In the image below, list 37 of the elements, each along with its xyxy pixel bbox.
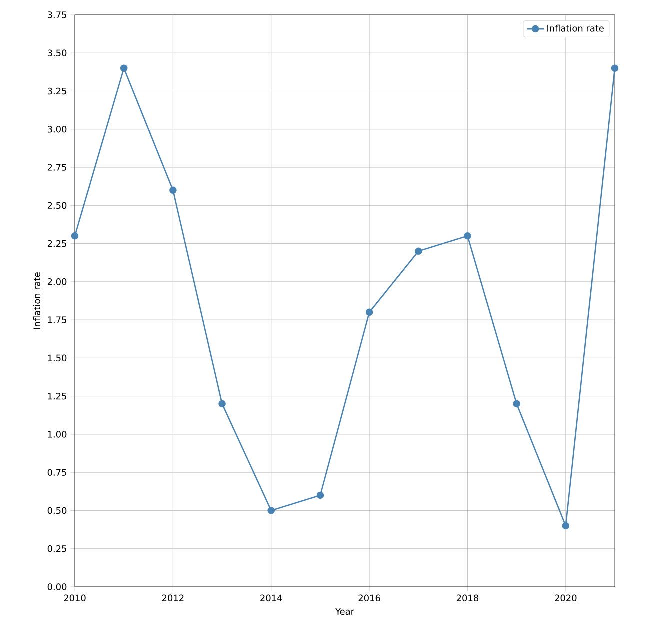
point [71,232,79,240]
y-tick-label: 2.50 [48,202,67,210]
x-tick-label: 2012 [162,594,184,602]
point [218,400,226,408]
y-tick-label: 1.00 [48,431,67,438]
x-axis-title: Year [335,608,355,616]
point [611,64,619,72]
y-tick-label: 3.75 [48,12,66,18]
y-tick-label: 0.50 [48,507,67,514]
x-tick-label: 2016 [358,594,380,602]
y-tick-label: 2.25 [48,240,66,248]
y-tick-label: 0.25 [48,545,66,552]
y-tick-label: 0.00 [48,584,67,590]
y-tick-label: 3.00 [48,126,67,133]
y-tick-label: 1.50 [48,354,67,362]
x-tick-label: 2020 [555,594,577,602]
x-tick-label: 2018 [456,594,479,602]
y-tick-label: 1.75 [48,316,66,324]
point [170,186,177,194]
y-tick-label: 0.75 [48,469,66,476]
y-tick-label: 2.00 [48,278,67,286]
y-tick-label: 2.75 [48,164,66,171]
point [268,507,276,514]
point [562,522,570,530]
point [415,248,422,256]
point [464,232,472,240]
y-axis-title: Inflation rate [33,272,40,329]
point [120,64,128,72]
legend-label: Inflation rate [548,24,604,32]
point [366,308,374,316]
y-tick-label: 3.50 [48,50,67,57]
point [316,492,324,500]
x-tick-label: 2014 [260,594,282,602]
point [513,400,520,408]
x-tick-label: 2010 [64,594,86,602]
y-tick-label: 1.25 [48,392,66,400]
y-tick-label: 3.25 [48,88,66,95]
